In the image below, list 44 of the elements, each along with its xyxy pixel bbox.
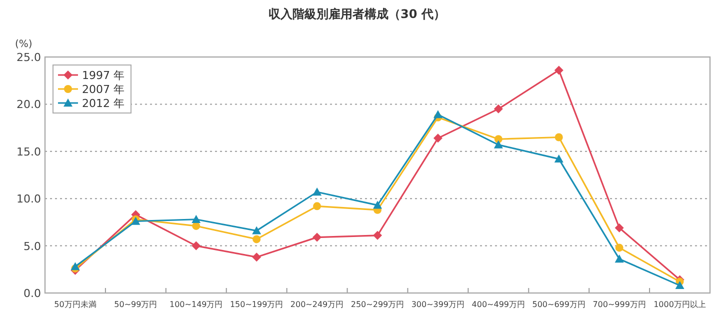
x-tick-label: 400~499万円 — [472, 300, 526, 309]
point — [675, 280, 684, 290]
point — [554, 133, 563, 142]
x-tick-label: 150~199万円 — [230, 300, 284, 309]
point — [252, 226, 262, 234]
legend-label: 2012 年 — [82, 97, 124, 110]
x-tick-label: 300~399万円 — [411, 300, 465, 309]
point — [373, 200, 382, 209]
point — [192, 214, 201, 223]
y-tick-label: 5.0 — [24, 240, 41, 253]
y-axis-title: (%) — [15, 39, 32, 50]
x-tick-label: 100~149万円 — [170, 300, 223, 309]
point — [614, 254, 624, 263]
point — [313, 202, 322, 210]
x-tick-label: 50~99万円 — [114, 300, 158, 309]
point — [554, 66, 564, 75]
point — [312, 232, 322, 242]
point — [494, 135, 502, 144]
legend-label: 2007 年 — [82, 83, 124, 96]
point — [554, 154, 564, 163]
point — [494, 104, 503, 114]
point — [312, 187, 322, 196]
point — [252, 235, 261, 244]
point — [494, 140, 503, 148]
legend-label: 1997 年 — [82, 69, 124, 82]
x-tick-label: 1000万円以上 — [654, 300, 706, 309]
x-tick-label: 50万円未満 — [54, 300, 96, 309]
point — [252, 252, 262, 262]
point — [433, 134, 442, 143]
x-tick-label: 700~999万円 — [592, 300, 646, 309]
point — [192, 241, 201, 250]
x-tick-label: 200~249万円 — [290, 300, 344, 309]
point — [433, 110, 442, 118]
x-tick-label: 250~299万円 — [350, 300, 404, 309]
point — [615, 244, 624, 252]
y-tick-label: 10.0 — [16, 192, 41, 206]
y-tick-label: 0.0 — [24, 287, 41, 300]
chart-title: 収入階級別雇用者構成（30 代） — [268, 7, 446, 21]
x-tick-label: 500~699万円 — [532, 300, 586, 309]
y-tick-label: 15.0 — [16, 145, 41, 158]
y-tick-label: 25.0 — [16, 51, 41, 64]
point — [614, 223, 624, 232]
point — [373, 230, 382, 240]
y-tick-label: 20.0 — [16, 98, 41, 112]
